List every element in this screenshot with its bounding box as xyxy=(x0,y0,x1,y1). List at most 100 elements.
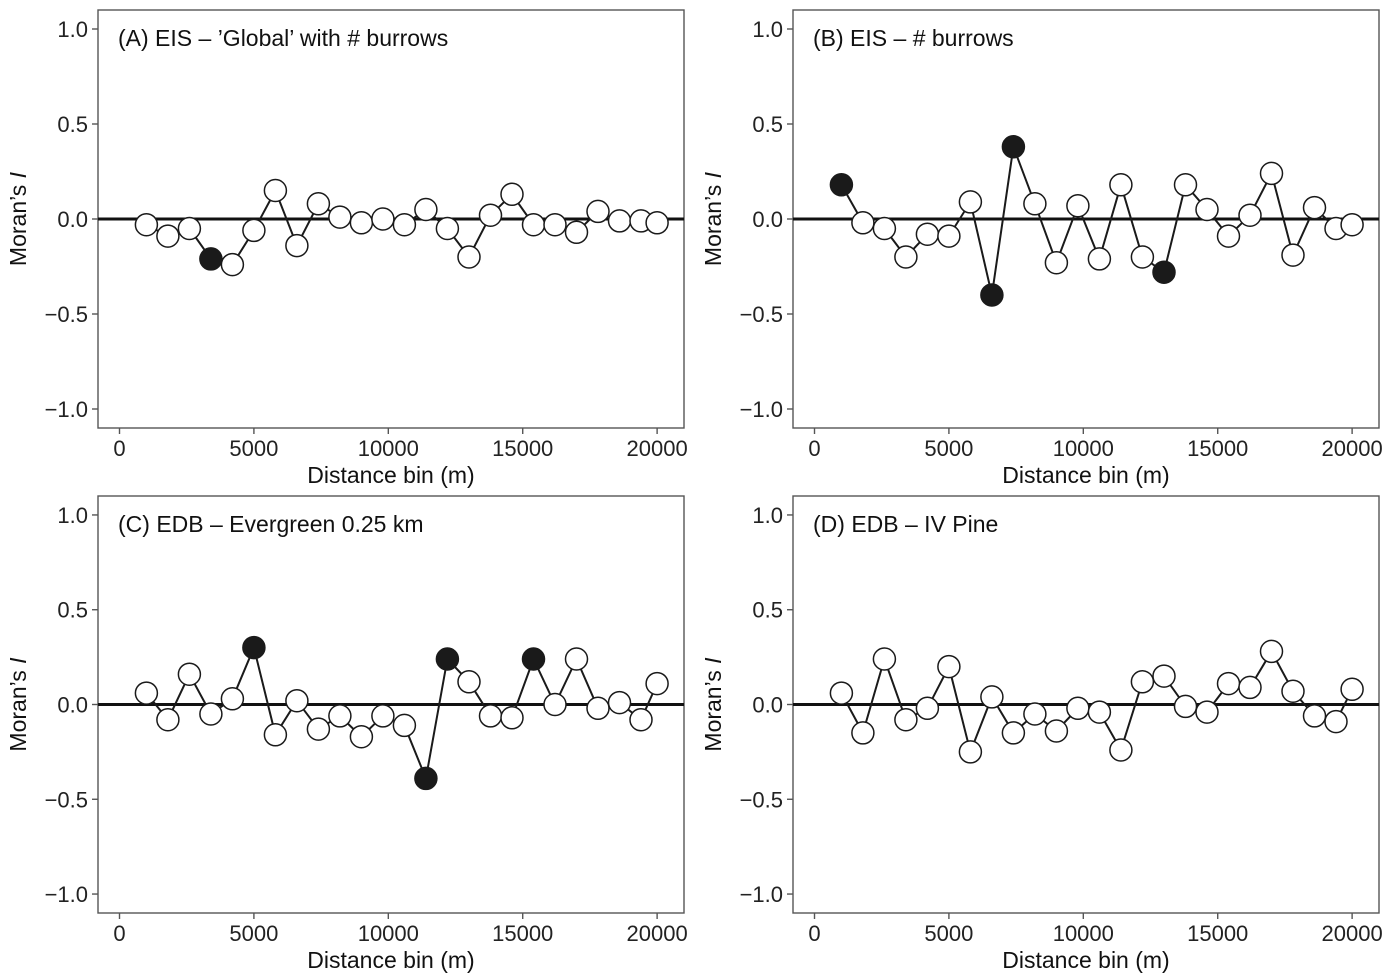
data-point xyxy=(586,696,610,721)
data-point xyxy=(1281,243,1305,267)
data-point xyxy=(1001,721,1026,745)
data-point xyxy=(392,212,417,237)
y-tick-label: −1.0 xyxy=(45,882,88,907)
data-point xyxy=(1302,704,1327,728)
data-point xyxy=(1109,173,1133,197)
y-axis-title-text: Moran’s xyxy=(5,664,31,752)
significant-data-point xyxy=(414,766,438,791)
y-tick-label: −1.0 xyxy=(740,882,783,907)
data-point xyxy=(564,220,589,245)
significant-data-point xyxy=(1152,260,1176,284)
y-tick-label: −0.5 xyxy=(740,787,783,812)
data-point xyxy=(1044,250,1069,275)
y-axis-title: Moran’s I xyxy=(5,657,31,752)
data-point xyxy=(1259,161,1284,186)
data-points xyxy=(134,178,669,277)
data-point xyxy=(958,740,983,764)
y-axis: 1.0 0.5 0.0 −0.5 −1.0 xyxy=(45,503,98,907)
significant-data-point xyxy=(242,635,266,660)
data-point xyxy=(328,205,352,229)
y-tick-label: 0.0 xyxy=(57,693,88,718)
data-point xyxy=(263,178,288,203)
data-point xyxy=(1066,193,1090,218)
data-point xyxy=(1152,664,1176,688)
data-point xyxy=(915,696,940,721)
y-axis-title-italic: I xyxy=(5,657,31,664)
y-axis-title: Moran’s I xyxy=(5,171,31,266)
data-point xyxy=(645,671,669,696)
x-axis: 0 5000 10000 15000 20000 xyxy=(808,913,1383,946)
data-point xyxy=(829,681,854,705)
y-tick-label: −0.5 xyxy=(45,302,88,327)
panel-title: (D) EDB – IV Pine xyxy=(813,511,998,537)
data-point xyxy=(1324,709,1348,734)
y-tick-label: −1.0 xyxy=(740,397,783,422)
data-point xyxy=(1173,173,1198,197)
data-point xyxy=(1044,719,1069,743)
data-point xyxy=(306,192,331,216)
data-point xyxy=(645,211,669,235)
data-point xyxy=(306,717,331,741)
x-axis: 0 5000 10000 15000 20000 xyxy=(808,428,1383,461)
significant-data-point xyxy=(829,173,854,197)
data-point xyxy=(478,704,503,728)
y-tick-label: 0.0 xyxy=(752,693,783,718)
data-point xyxy=(586,199,610,224)
significant-data-point xyxy=(199,247,223,271)
data-point xyxy=(1087,700,1112,724)
data-point xyxy=(414,197,438,222)
x-tick-label: 0 xyxy=(808,921,820,946)
data-point xyxy=(1130,245,1155,269)
y-tick-label: 0.5 xyxy=(57,598,88,623)
data-point xyxy=(371,207,395,231)
data-point xyxy=(435,216,460,241)
panel-title: (A) EIS – ’Global’ with # burrows xyxy=(118,25,448,51)
data-point xyxy=(629,707,653,732)
panel-title: (C) EDB – Evergreen 0.25 km xyxy=(118,511,424,537)
data-point xyxy=(199,702,223,726)
data-point xyxy=(392,713,417,738)
data-point xyxy=(1023,192,1047,216)
y-axis-title: Moran’s I xyxy=(700,171,726,266)
data-point xyxy=(1130,670,1155,694)
data-point xyxy=(1216,671,1241,696)
data-point xyxy=(1195,197,1219,222)
data-point xyxy=(349,211,374,235)
x-tick-label: 10000 xyxy=(1053,436,1114,461)
data-point xyxy=(1238,675,1262,700)
data-point xyxy=(1340,212,1364,237)
x-tick-label: 0 xyxy=(113,436,125,461)
data-point xyxy=(500,706,524,730)
data-point xyxy=(1302,195,1327,220)
data-point xyxy=(894,707,918,732)
x-axis-title: Distance bin (m) xyxy=(1002,947,1169,973)
y-tick-label: 0.0 xyxy=(57,207,88,232)
data-point xyxy=(1216,224,1241,248)
y-tick-label: 1.0 xyxy=(752,503,783,528)
x-tick-label: 0 xyxy=(808,436,820,461)
data-point xyxy=(937,224,961,248)
data-point xyxy=(543,212,567,237)
data-point xyxy=(134,212,159,237)
data-point xyxy=(1109,738,1133,762)
panel-b: (B) EIS – # burrows 1.0 0.5 0.0 −0.5 −1.0 0 5… xyxy=(700,9,1383,488)
y-tick-label: 1.0 xyxy=(57,17,88,42)
y-tick-label: 0.5 xyxy=(752,598,783,623)
data-point xyxy=(263,723,288,747)
y-tick-label: 1.0 xyxy=(752,17,783,42)
data-point xyxy=(851,211,875,235)
x-axis: 0 5000 10000 15000 20000 xyxy=(113,913,688,946)
y-axis: 1.0 0.5 0.0 −0.5 −1.0 xyxy=(45,17,98,422)
data-point xyxy=(543,692,567,717)
data-point xyxy=(894,245,918,269)
significant-data-point xyxy=(435,647,460,671)
significant-data-point xyxy=(980,283,1004,307)
data-point xyxy=(285,688,309,713)
data-point xyxy=(980,685,1004,709)
data-point xyxy=(220,252,245,277)
data-points xyxy=(829,639,1364,764)
data-point xyxy=(500,182,524,207)
x-axis-title: Distance bin (m) xyxy=(307,462,474,488)
data-point xyxy=(1281,679,1305,703)
